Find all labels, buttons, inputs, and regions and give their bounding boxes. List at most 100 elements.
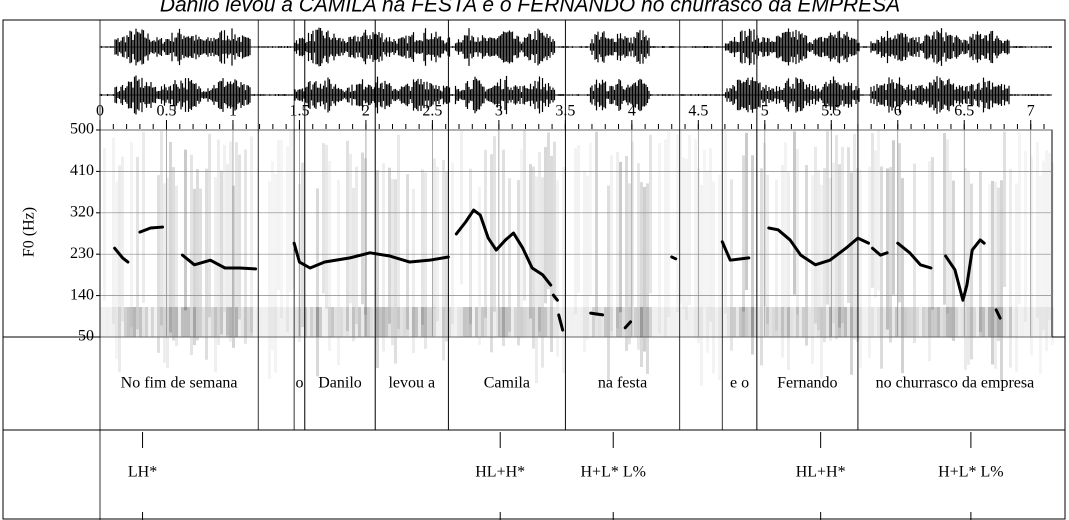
- spectrogram-texture: [883, 307, 886, 337]
- spectrogram-texture: [970, 307, 973, 337]
- spectrogram-texture: [595, 131, 598, 317]
- spectrogram-texture: [136, 156, 139, 330]
- spectrogram-texture: [472, 307, 475, 337]
- spectrogram-texture: [268, 307, 271, 337]
- spectrogram-texture: [244, 307, 247, 337]
- spectrogram-texture: [379, 307, 382, 337]
- spectrogram-texture: [814, 146, 817, 324]
- word-label: No fim de semana: [121, 375, 238, 392]
- spectrogram-texture: [1045, 307, 1048, 337]
- spectrogram-texture: [619, 161, 622, 313]
- spectrogram-texture: [352, 307, 355, 337]
- spectrogram-texture: [871, 132, 874, 288]
- spectrogram-texture: [148, 307, 151, 337]
- spectrogram-texture: [967, 307, 970, 337]
- spectrogram-texture: [640, 182, 643, 368]
- spectrogram-texture: [892, 140, 895, 295]
- spectrogram-texture: [871, 307, 874, 337]
- spectrogram-texture: [292, 307, 295, 337]
- spectrogram-texture: [601, 307, 604, 337]
- spectrogram-texture: [640, 307, 643, 337]
- spectrogram-texture: [253, 307, 256, 337]
- spectrogram-texture: [502, 307, 505, 337]
- spectrogram-texture: [1009, 307, 1012, 337]
- spectrogram-texture: [349, 307, 352, 337]
- spectrogram-texture: [547, 307, 550, 337]
- spectrogram-texture: [547, 132, 550, 290]
- spectrogram-texture: [847, 147, 850, 304]
- spectrogram-texture: [196, 169, 199, 341]
- spectrogram-texture: [688, 307, 691, 337]
- spectrogram-texture: [484, 307, 487, 337]
- spectrogram-texture: [487, 307, 490, 337]
- spectrogram-texture: [451, 162, 454, 325]
- spectrogram-texture: [172, 307, 175, 337]
- spectrogram-texture: [784, 142, 787, 339]
- spectrogram-texture: [562, 166, 565, 374]
- spectrogram-texture: [532, 166, 535, 349]
- spectrogram-texture: [805, 165, 808, 346]
- spectrogram-texture: [205, 307, 208, 337]
- spectrogram-texture: [1018, 132, 1021, 305]
- spectrogram-texture: [238, 154, 241, 320]
- spectrogram-texture: [112, 307, 115, 337]
- spectrogram-texture: [526, 307, 529, 337]
- tone-label: HL+H*: [475, 464, 525, 481]
- spectrogram-texture: [742, 155, 745, 312]
- x-tick-label: 2: [362, 103, 370, 120]
- spectrogram-texture: [283, 307, 286, 337]
- spectrogram-texture: [1000, 180, 1003, 382]
- spectrogram-texture: [907, 307, 910, 337]
- spectrogram-texture: [262, 307, 265, 337]
- spectrogram-texture: [406, 307, 409, 337]
- spectrogram-texture: [1048, 153, 1051, 320]
- spectrogram-texture: [676, 307, 679, 337]
- spectrogram-texture: [718, 307, 721, 337]
- spectrogram-texture: [145, 307, 148, 337]
- spectrogram-texture: [403, 307, 406, 337]
- spectrogram-texture: [451, 307, 454, 337]
- y-axis-label: F0 (Hz): [21, 207, 38, 257]
- spectrogram-texture: [130, 141, 133, 328]
- spectrogram-texture: [271, 307, 274, 337]
- spectrogram-texture: [277, 307, 280, 337]
- spectrogram-texture: [691, 307, 694, 337]
- spectrogram-texture: [514, 307, 517, 337]
- spectrogram-texture: [613, 307, 616, 337]
- spectrogram-texture: [433, 307, 436, 337]
- spectrogram-texture: [1036, 141, 1039, 318]
- spectrogram-texture: [646, 307, 649, 337]
- spectrogram-texture: [982, 307, 985, 337]
- spectrogram-texture: [430, 307, 433, 337]
- spectrogram-texture: [400, 307, 403, 337]
- spectrogram-texture: [760, 307, 763, 337]
- spectrogram-texture: [931, 157, 934, 310]
- spectrogram-texture: [868, 307, 871, 337]
- spectrogram-texture: [544, 307, 547, 337]
- spectrogram-texture: [226, 307, 229, 337]
- spectrogram-texture: [811, 307, 814, 337]
- spectrogram-texture: [469, 168, 472, 325]
- spectrogram-texture: [1027, 307, 1030, 337]
- spectrogram-texture: [508, 307, 511, 337]
- frame: [2, 19, 1066, 520]
- spectrogram-texture: [274, 173, 277, 373]
- spectrogram-texture: [196, 307, 199, 337]
- spectrogram-texture: [994, 307, 997, 337]
- spectrogram-texture: [940, 307, 943, 337]
- spectrogram-texture: [664, 139, 667, 338]
- spectrogram-texture: [934, 307, 937, 337]
- spectrogram-texture: [799, 307, 802, 337]
- spectrogram-texture: [1030, 307, 1033, 337]
- spectrogram-texture: [850, 172, 853, 375]
- spectrogram-texture: [103, 307, 106, 337]
- spectrogram-texture: [280, 139, 283, 319]
- spectrogram-texture: [478, 307, 481, 337]
- spectrogram-texture: [610, 307, 613, 337]
- spectrogram-texture: [382, 307, 385, 337]
- spectrogram-texture: [628, 183, 631, 345]
- spectrogram-texture: [577, 145, 580, 293]
- spectrogram-texture: [682, 157, 685, 309]
- spectrogram-texture: [325, 144, 328, 309]
- spectrogram-texture: [694, 139, 697, 339]
